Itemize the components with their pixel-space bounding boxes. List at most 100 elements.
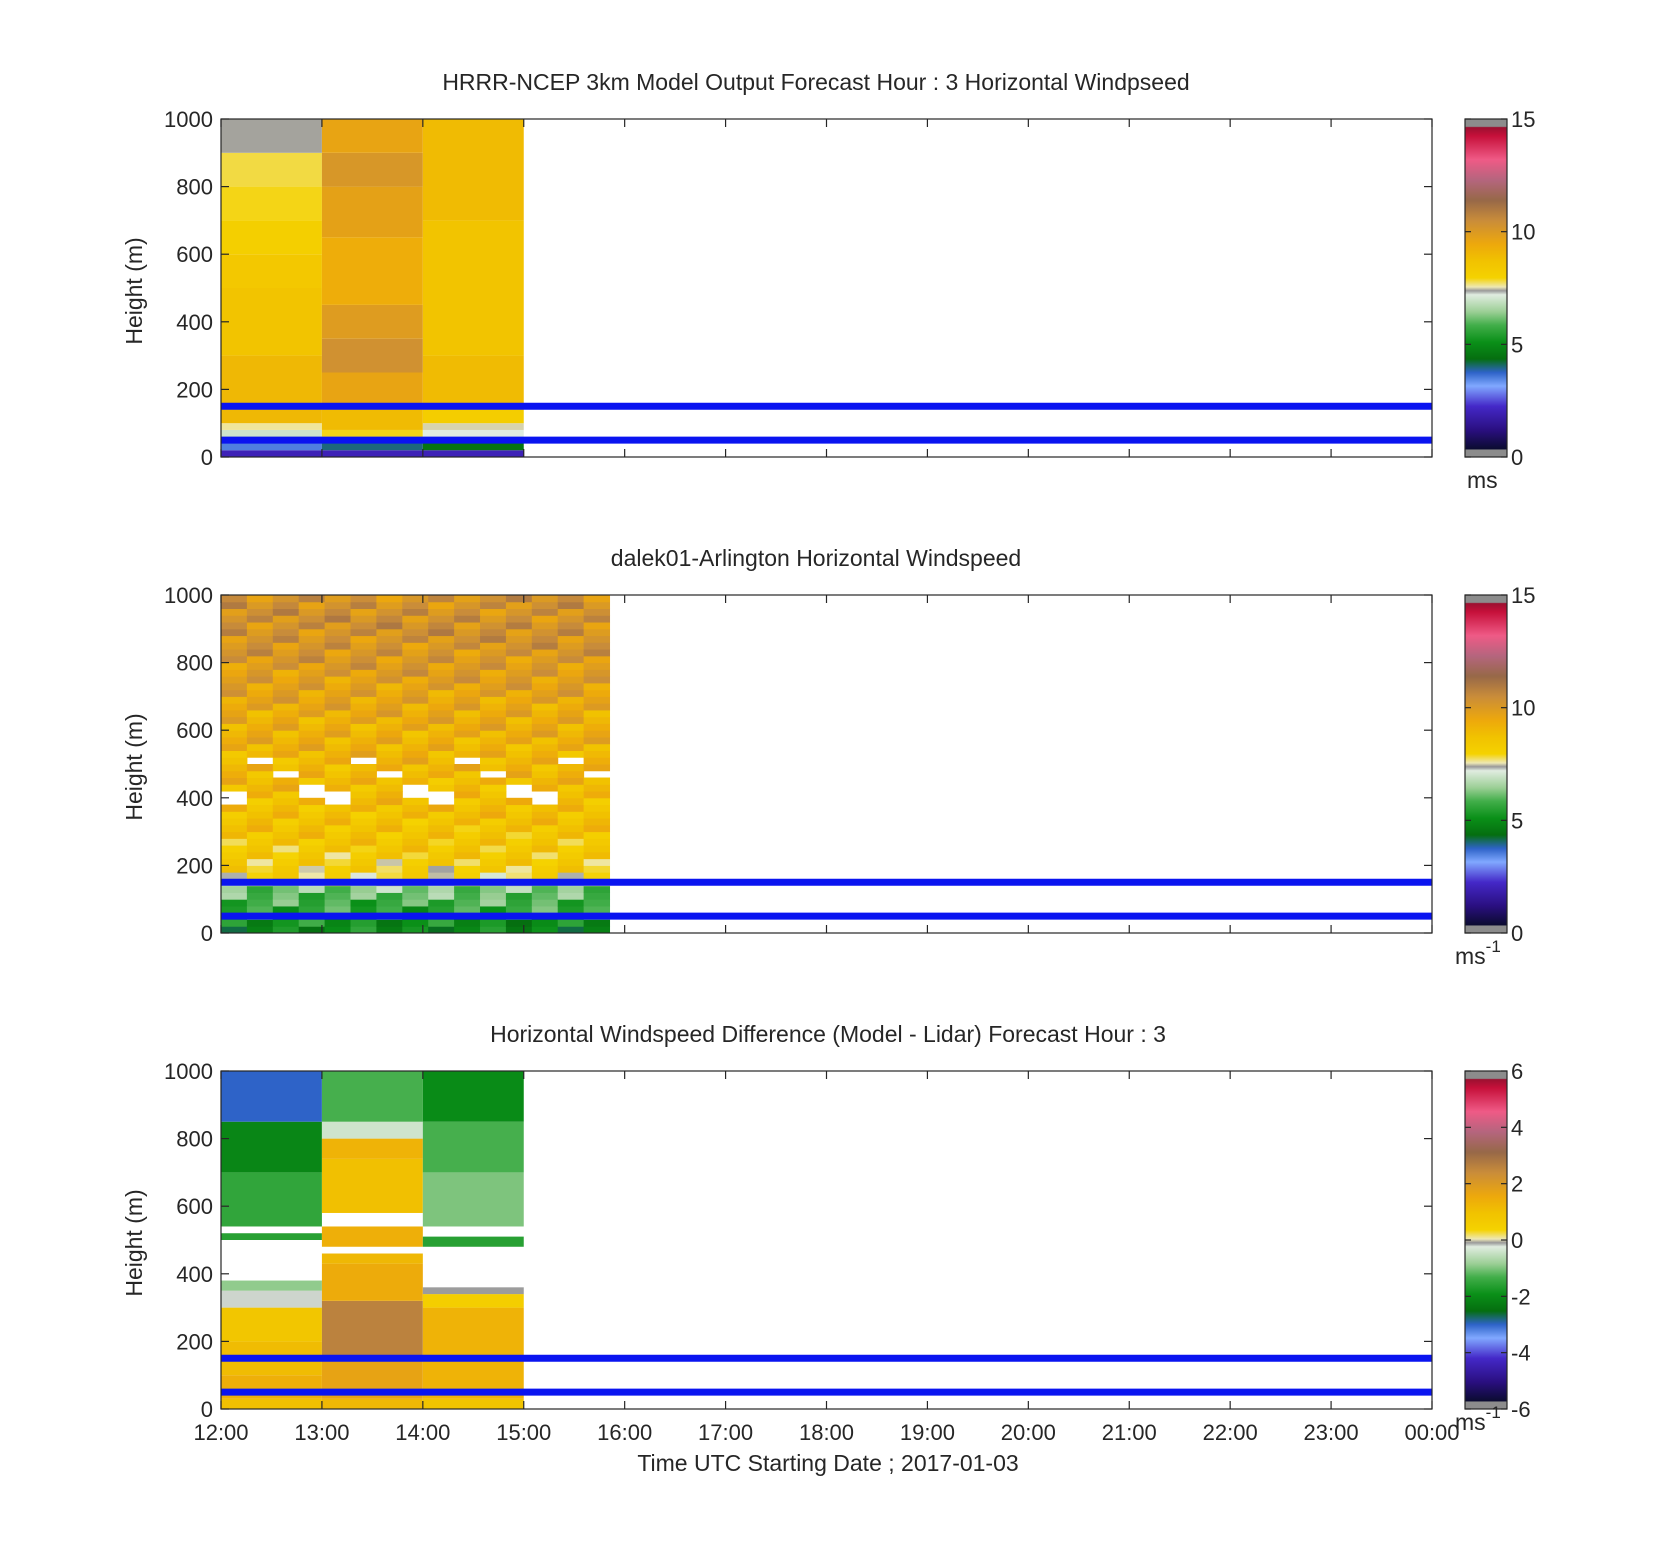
heatmap-cell — [531, 669, 559, 677]
heatmap-cell — [321, 186, 423, 238]
heatmap-cell — [272, 689, 300, 697]
heatmap-cell — [454, 601, 481, 610]
heatmap-cell — [350, 655, 377, 664]
heatmap-cell — [298, 818, 326, 826]
heatmap-cell — [531, 703, 559, 711]
heatmap-cell — [480, 905, 507, 914]
heatmap-cell — [221, 899, 248, 907]
heatmap-cell — [324, 831, 352, 839]
heatmap-cell — [221, 1398, 322, 1409]
heatmap-cell — [402, 595, 429, 603]
heatmap-cell — [324, 818, 352, 826]
heatmap-cell — [221, 615, 248, 623]
heatmap-cell — [350, 669, 377, 677]
heatmap-cell — [350, 595, 377, 603]
heatmap-cell — [557, 615, 585, 623]
heatmap-cell — [583, 703, 611, 711]
heatmap-cell — [324, 851, 352, 860]
heatmap-cell — [376, 655, 403, 664]
y-axis-label: Height (m) — [121, 1189, 147, 1296]
heatmap-cell — [350, 736, 377, 745]
heatmap-cell — [221, 443, 322, 451]
heatmap-cell — [402, 716, 429, 724]
heatmap-cell — [557, 655, 585, 664]
heatmap-cell — [221, 1307, 322, 1342]
heatmap-cell — [246, 818, 274, 826]
heatmap-cell — [298, 750, 326, 758]
heatmap-cell — [350, 926, 377, 934]
heatmap-cell — [505, 818, 533, 826]
heatmap-cell — [221, 1280, 322, 1291]
heatmap-cell — [505, 770, 533, 779]
heatmap-cell — [324, 655, 352, 664]
heatmap-cell — [505, 865, 533, 873]
heatmap-cell — [428, 716, 455, 724]
heatmap-cell — [505, 703, 533, 711]
heatmap-cell — [221, 1233, 322, 1240]
heatmap-cell — [221, 851, 248, 860]
heatmap-cell — [480, 628, 507, 637]
heatmap-cell — [454, 919, 481, 927]
heatmap-cell — [428, 682, 455, 691]
y-tick-label: 600 — [176, 242, 213, 267]
heatmap-cell — [454, 676, 481, 684]
heatmap-cell — [505, 716, 533, 724]
heatmap-cell — [321, 1263, 423, 1301]
heatmap-cell — [350, 696, 377, 704]
heatmap-cell — [324, 608, 352, 616]
heatmap-cell — [531, 757, 559, 765]
heatmap-cell — [531, 770, 559, 779]
heatmap-cell — [324, 858, 352, 866]
heatmap-cell — [324, 628, 352, 637]
y-tick-label: 0 — [201, 1397, 213, 1422]
heatmap-cell — [272, 851, 300, 860]
heatmap-cell — [422, 1071, 524, 1122]
x-ticks — [220, 595, 1433, 933]
heatmap-cell — [376, 635, 403, 643]
heatmap-cell — [583, 811, 611, 819]
heatmap-cell — [454, 770, 481, 779]
heatmap-cell — [557, 736, 585, 745]
heatmap-cell — [531, 615, 559, 623]
heatmap-cell — [557, 723, 585, 731]
heatmap-cell — [480, 723, 507, 731]
heatmap-cell — [376, 689, 403, 697]
heatmap-cell — [531, 689, 559, 697]
heatmap-cell — [480, 791, 507, 799]
heatmap-cell — [221, 838, 248, 846]
heatmap-cell — [350, 865, 377, 873]
heatmap-cell — [583, 689, 611, 697]
heatmap-cell — [350, 899, 377, 907]
heatmap-cell — [428, 851, 455, 860]
heatmap-cell — [324, 730, 352, 738]
heatmap-cell — [531, 851, 559, 860]
heatmap-cell — [402, 845, 429, 853]
heatmap-cell — [402, 905, 429, 914]
heatmap-cell — [531, 716, 559, 724]
heatmap-cell — [376, 764, 403, 772]
heatmap-cell — [505, 635, 533, 643]
heatmap-cell — [428, 919, 455, 927]
heatmap-cell — [480, 730, 507, 738]
heatmap-cell — [583, 682, 611, 691]
heatmap-cell — [402, 696, 429, 704]
heatmap-cell — [272, 730, 300, 738]
heatmap-cell — [583, 696, 611, 704]
heatmap-cell — [428, 635, 455, 643]
heatmap-cell — [350, 709, 377, 718]
heatmap-cell — [422, 119, 524, 221]
heatmap-cell — [480, 662, 507, 670]
heatmap-cell — [246, 824, 274, 833]
heatmap-cell — [480, 811, 507, 819]
heatmap-cell — [454, 858, 481, 866]
heatmap-cell — [454, 865, 481, 873]
heatmap-cell — [480, 831, 507, 839]
heatmap-cell — [402, 858, 429, 866]
heatmap-cell — [557, 649, 585, 657]
heatmap-cell — [324, 777, 352, 785]
heatmap-cell — [428, 885, 455, 893]
heatmap-cell — [402, 831, 429, 839]
colorbar-tick-label: -4 — [1511, 1341, 1531, 1366]
heatmap-cell — [531, 905, 559, 914]
heatmap-cell — [402, 804, 429, 812]
